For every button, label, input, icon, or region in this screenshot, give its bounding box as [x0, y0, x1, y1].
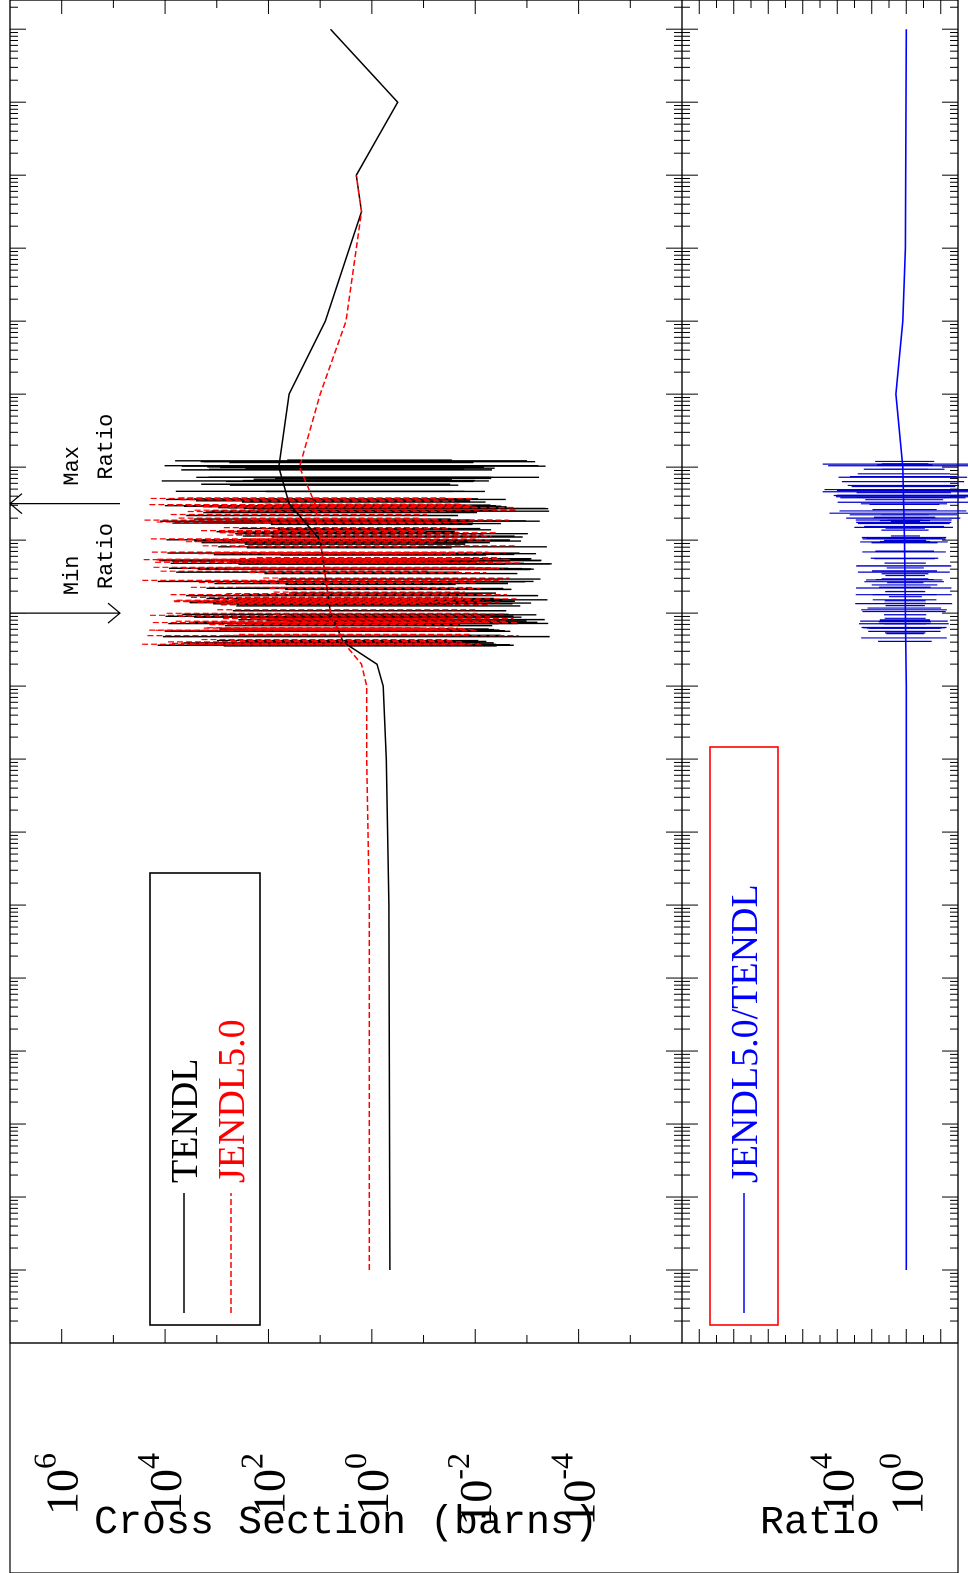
- annotation-text: Ratio: [94, 414, 119, 480]
- y-axis-title-cross-section: Cross Section (barns): [94, 1501, 598, 1546]
- legend-box-cross-section: [149, 872, 261, 1326]
- y-tick-label: 102: [233, 1453, 294, 1515]
- annotation-text: Min: [60, 555, 85, 595]
- legend-label: JENDL5.0: [211, 1019, 253, 1183]
- series-line-jendl5-0: [298, 175, 371, 1270]
- legend-label: JENDL5.0/TENDL: [724, 884, 766, 1183]
- y-tick-label: 104: [130, 1453, 191, 1515]
- legend-label: TENDL: [164, 1058, 206, 1183]
- resonance-spikes-jendl: [142, 497, 521, 646]
- annotation-text: Max: [60, 446, 85, 486]
- annotation-max-ratio: Max Ratio: [9, 414, 120, 515]
- series-line-jendl5-0-tendl: [895, 29, 908, 1270]
- annotation-text: Ratio: [94, 523, 119, 589]
- y-axis-title-ratio: Ratio: [760, 1501, 880, 1546]
- annotation-min-ratio: Min Ratio: [10, 523, 121, 624]
- legend-box-ratio: [709, 746, 779, 1326]
